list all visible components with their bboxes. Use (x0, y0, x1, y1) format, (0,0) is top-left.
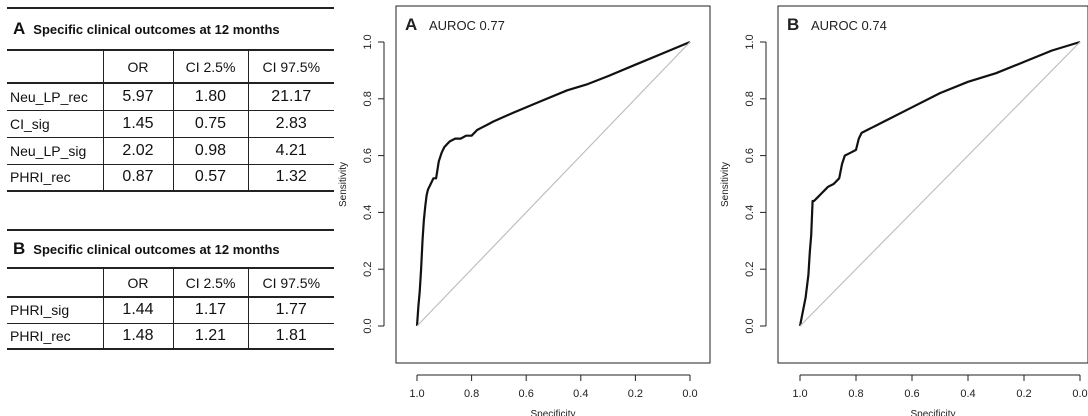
x-tick-label: 0.4 (960, 388, 975, 400)
reference-diagonal (799, 41, 1081, 327)
odds-ratio-table-a: A Specific clinical outcomes at 12 months… (7, 7, 334, 192)
column-header: OR (102, 49, 174, 84)
header-blank-cell (7, 268, 104, 298)
x-tick-label: 0.0 (1072, 388, 1087, 400)
panel-letter: B (13, 239, 26, 258)
odds-ratio-cell: 2.02 (102, 136, 174, 165)
x-tick-label: 0.6 (519, 388, 534, 400)
y-axis-label: Sensitivity (720, 162, 731, 207)
ci-high-cell: 1.81 (247, 322, 334, 350)
y-tick-label: 0.6 (744, 148, 756, 163)
ci-low-cell: 0.98 (172, 136, 249, 165)
column-header: CI 97.5% (247, 49, 334, 84)
table-row: Neu_LP_sig 2.02 0.98 4.21 (7, 136, 334, 165)
column-header: OR (102, 267, 174, 298)
ci-low-cell: 1.17 (172, 296, 249, 324)
ci-low-cell: 0.57 (172, 163, 249, 192)
ci-high-cell: 1.32 (247, 163, 334, 192)
table-title: A Specific clinical outcomes at 12 months (7, 7, 334, 51)
y-tick-label: 0.2 (744, 262, 756, 277)
y-axis-label: Sensitivity (338, 162, 349, 207)
x-tick-label: 0.0 (682, 388, 697, 400)
x-tick-label: 0.2 (1016, 388, 1031, 400)
column-header: CI 2.5% (172, 267, 249, 298)
table-row: PHRI_rec 0.87 0.57 1.32 (7, 163, 334, 192)
y-tick-label: 0.4 (362, 205, 374, 220)
y-tick-label: 0.0 (362, 318, 374, 333)
odds-ratio-cell: 1.44 (102, 296, 174, 324)
roc-chart-b: 1.0 0.8 0.6 0.4 0.2 0.0 Specificity 0.0 0.2 0.4 0.… (720, 5, 1088, 416)
table-title-text: Specific clinical outcomes at 12 months (33, 242, 280, 257)
odds-ratio-cell: 0.87 (102, 163, 174, 192)
row-label: CI_sig (7, 109, 104, 138)
x-tick-label: 0.8 (848, 388, 863, 400)
x-tick-label: 0.6 (904, 388, 919, 400)
y-tick-label: 0.2 (362, 262, 374, 277)
x-tick-label: 1.0 (409, 388, 424, 400)
x-tick-label: 1.0 (792, 388, 807, 400)
x-tick-label: 0.2 (628, 388, 643, 400)
table-title: B Specific clinical outcomes at 12 months (7, 229, 334, 269)
roc-curve (415, 40, 691, 327)
ci-high-cell: 2.83 (247, 109, 334, 138)
reference-diagonal (416, 41, 691, 327)
odds-ratio-cell: 5.97 (102, 82, 174, 111)
row-label: PHRI_sig (7, 296, 104, 324)
x-axis-label: Specificity (530, 409, 575, 416)
column-header: CI 97.5% (247, 267, 334, 298)
ci-low-cell: 1.21 (172, 322, 249, 350)
table-row: PHRI_sig 1.44 1.17 1.77 (7, 296, 334, 324)
ci-low-cell: 0.75 (172, 109, 249, 138)
table-row: Neu_LP_rec 5.97 1.80 21.17 (7, 82, 334, 111)
panel-letter: A (13, 19, 26, 38)
x-tick-label: 0.8 (464, 388, 479, 400)
y-tick-label: 0.8 (744, 91, 756, 106)
roc-curve (798, 40, 1081, 327)
plot-frame (395, 5, 711, 364)
row-label: Neu_LP_rec (7, 82, 104, 111)
y-tick-label: 0.0 (744, 318, 756, 333)
odds-ratio-cell: 1.45 (102, 109, 174, 138)
y-tick-label: 0.6 (362, 148, 374, 163)
table-row: PHRI_rec 1.48 1.21 1.81 (7, 322, 334, 350)
plot-frame (777, 5, 1088, 364)
auroc-label: AUROC 0.74 (811, 18, 887, 33)
table-row: CI_sig 1.45 0.75 2.83 (7, 109, 334, 138)
row-label: Neu_LP_sig (7, 136, 104, 165)
panel-letter: B (787, 15, 799, 34)
row-label: PHRI_rec (7, 163, 104, 192)
y-tick-label: 0.4 (744, 205, 756, 220)
odds-ratio-table-b: B Specific clinical outcomes at 12 months… (7, 229, 334, 350)
ci-high-cell: 1.77 (247, 296, 334, 324)
header-blank-cell (7, 50, 104, 84)
column-header: CI 2.5% (172, 49, 249, 84)
row-label: PHRI_rec (7, 322, 104, 350)
y-tick-label: 1.0 (744, 34, 756, 49)
panel-letter: A (405, 15, 417, 34)
ci-high-cell: 4.21 (247, 136, 334, 165)
roc-chart-a: 1.0 0.8 0.6 0.4 0.2 0.0 Specificity 0.0 0.2 0.4 0.… (338, 5, 711, 416)
x-axis-label: Specificity (910, 409, 955, 416)
table-title-text: Specific clinical outcomes at 12 months (33, 22, 280, 37)
y-tick-label: 0.8 (362, 91, 374, 106)
odds-ratio-cell: 1.48 (102, 322, 174, 350)
ci-high-cell: 21.17 (247, 82, 334, 111)
y-tick-label: 1.0 (362, 34, 374, 49)
ci-low-cell: 1.80 (172, 82, 249, 111)
x-tick-label: 0.4 (573, 388, 588, 400)
auroc-label: AUROC 0.77 (429, 18, 505, 33)
